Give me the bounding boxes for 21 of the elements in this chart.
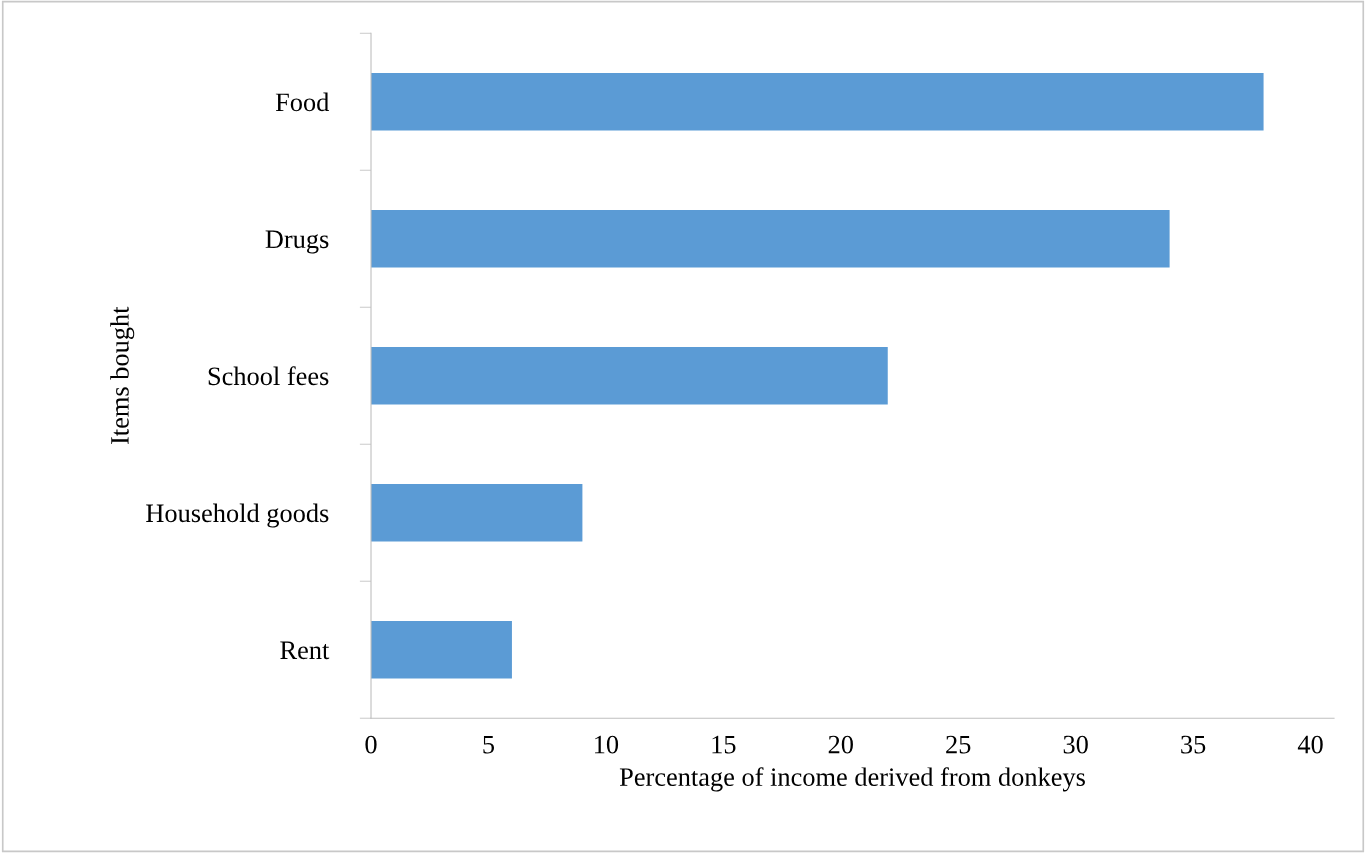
bar bbox=[371, 209, 1170, 268]
y-tick-label: Drugs bbox=[265, 230, 329, 254]
x-tick-label: 30 bbox=[1063, 735, 1088, 754]
y-tick-label: Household goods bbox=[146, 503, 329, 528]
x-tick-label: 40 bbox=[1297, 735, 1323, 754]
x-tick-label: 0 bbox=[365, 735, 377, 754]
bar bbox=[371, 346, 888, 405]
x-tick-label: 35 bbox=[1181, 735, 1206, 754]
x-tick-label: 25 bbox=[946, 735, 971, 754]
x-tick-label: 10 bbox=[595, 735, 619, 754]
x-tick-label: 15 bbox=[712, 735, 736, 754]
y-tick-label: School fees bbox=[208, 366, 329, 386]
bar bbox=[371, 620, 512, 679]
x-tick-label: 20 bbox=[828, 735, 853, 754]
bar bbox=[371, 72, 1264, 131]
bar bbox=[371, 483, 583, 542]
y-tick-label: Food bbox=[275, 92, 330, 112]
x-tick-label: 5 bbox=[483, 735, 495, 754]
x-axis-title: Percentage of income derived from donkeys bbox=[619, 767, 1085, 792]
y-axis-title: Items bought bbox=[110, 306, 135, 445]
y-tick-label: Rent bbox=[280, 641, 330, 660]
